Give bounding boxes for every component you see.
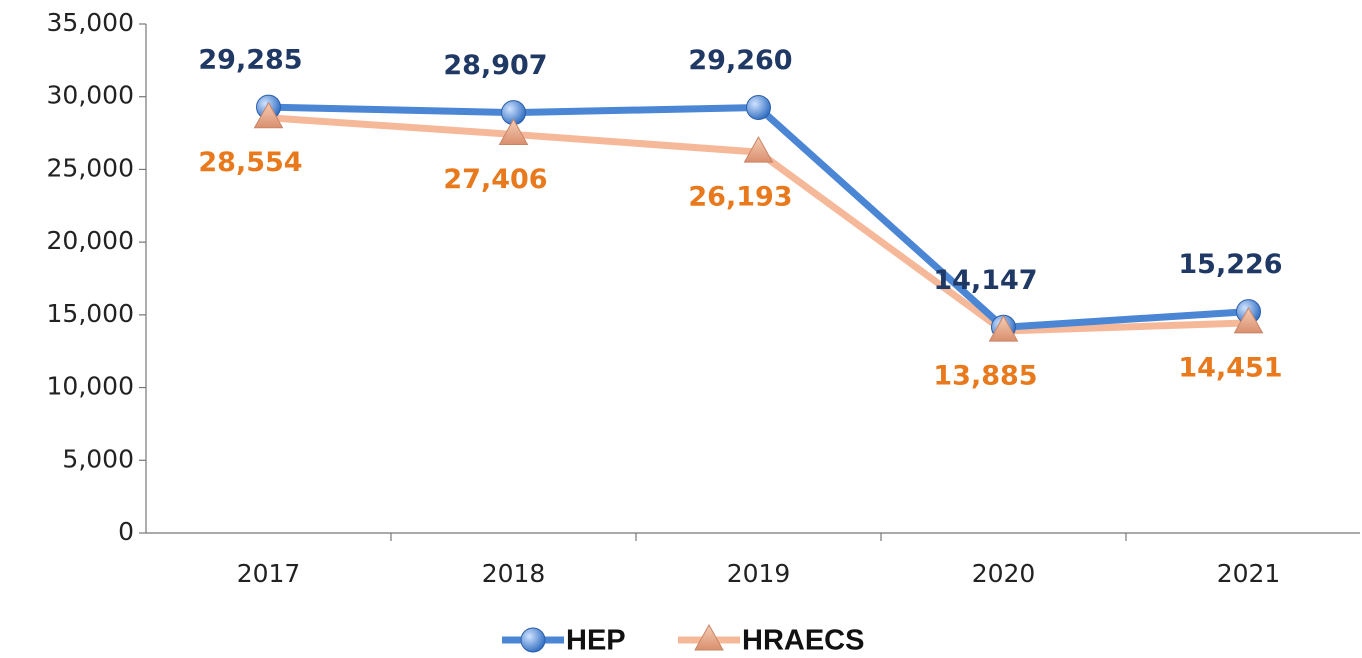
x-tick-label: 2019 bbox=[727, 559, 791, 588]
point bbox=[1233, 306, 1264, 334]
data-label: 28,554 bbox=[198, 147, 302, 178]
point bbox=[498, 118, 529, 145]
data-label: 26,193 bbox=[688, 182, 792, 213]
legend-marker bbox=[520, 627, 546, 653]
data-label: 14,147 bbox=[933, 265, 1037, 296]
legend-label: HRAECS bbox=[742, 625, 864, 657]
legend-marker bbox=[694, 623, 724, 651]
y-tick-label: 30,000 bbox=[47, 81, 134, 110]
x-tick-label: 2020 bbox=[972, 559, 1036, 588]
x-tick-label: 2021 bbox=[1217, 559, 1281, 588]
point bbox=[253, 101, 284, 129]
y-tick-label: 25,000 bbox=[47, 153, 134, 182]
y-tick-label: 20,000 bbox=[47, 226, 134, 255]
y-tick-label: 35,000 bbox=[47, 8, 134, 37]
data-label: 15,226 bbox=[1178, 249, 1282, 280]
y-tick-label: 5,000 bbox=[62, 444, 134, 473]
data-label: 28,907 bbox=[443, 50, 547, 81]
legend-label: HEP bbox=[566, 625, 626, 657]
point bbox=[743, 136, 774, 163]
x-tick-label: 2018 bbox=[482, 559, 546, 588]
data-label: 29,285 bbox=[198, 45, 302, 76]
y-tick-label: 10,000 bbox=[47, 372, 134, 401]
data-label: 29,260 bbox=[688, 45, 792, 76]
data-label: 14,451 bbox=[1178, 352, 1282, 383]
y-tick-label: 0 bbox=[118, 517, 134, 546]
x-tick-label: 2017 bbox=[237, 559, 301, 588]
y-tick-label: 15,000 bbox=[47, 299, 134, 328]
data-label: 13,885 bbox=[933, 361, 1037, 392]
data-label: 27,406 bbox=[443, 164, 547, 195]
point bbox=[746, 94, 771, 120]
point bbox=[988, 315, 1019, 342]
